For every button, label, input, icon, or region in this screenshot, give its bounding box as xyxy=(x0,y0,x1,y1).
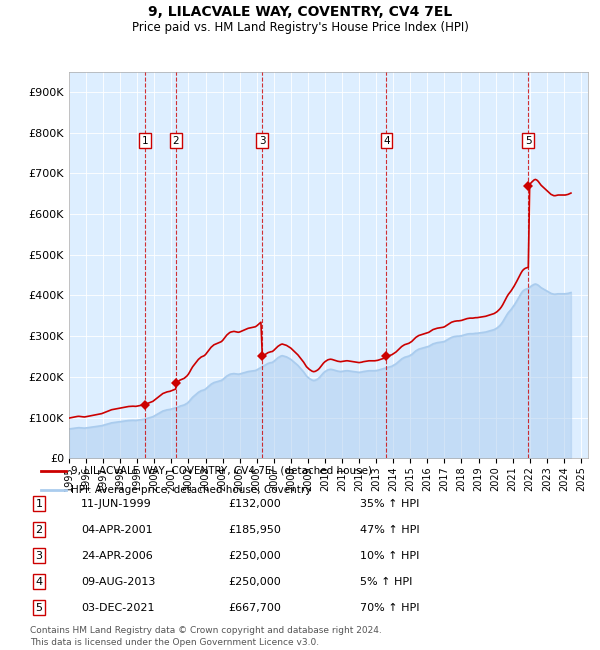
Text: 5: 5 xyxy=(35,603,43,613)
Text: 5% ↑ HPI: 5% ↑ HPI xyxy=(360,577,412,587)
Text: £250,000: £250,000 xyxy=(228,551,281,561)
Text: 1: 1 xyxy=(35,499,43,509)
Text: 35% ↑ HPI: 35% ↑ HPI xyxy=(360,499,419,509)
Text: 09-AUG-2013: 09-AUG-2013 xyxy=(81,577,155,587)
Text: 11-JUN-1999: 11-JUN-1999 xyxy=(81,499,152,509)
Text: 2: 2 xyxy=(172,136,179,146)
Text: HPI: Average price, detached house, Coventry: HPI: Average price, detached house, Cove… xyxy=(71,485,312,495)
Text: 2: 2 xyxy=(35,525,43,535)
Text: 04-APR-2001: 04-APR-2001 xyxy=(81,525,152,535)
Text: 5: 5 xyxy=(525,136,532,146)
Text: 24-APR-2006: 24-APR-2006 xyxy=(81,551,153,561)
Text: 10% ↑ HPI: 10% ↑ HPI xyxy=(360,551,419,561)
Text: 1: 1 xyxy=(142,136,148,146)
Text: 70% ↑ HPI: 70% ↑ HPI xyxy=(360,603,419,613)
Text: 9, LILACVALE WAY, COVENTRY, CV4 7EL: 9, LILACVALE WAY, COVENTRY, CV4 7EL xyxy=(148,5,452,19)
Text: £250,000: £250,000 xyxy=(228,577,281,587)
Text: 9, LILACVALE WAY, COVENTRY, CV4 7EL (detached house): 9, LILACVALE WAY, COVENTRY, CV4 7EL (det… xyxy=(71,466,373,476)
Text: £185,950: £185,950 xyxy=(228,525,281,535)
Text: Price paid vs. HM Land Registry's House Price Index (HPI): Price paid vs. HM Land Registry's House … xyxy=(131,21,469,34)
Text: 4: 4 xyxy=(35,577,43,587)
Text: 03-DEC-2021: 03-DEC-2021 xyxy=(81,603,155,613)
Text: 3: 3 xyxy=(35,551,43,561)
Text: 47% ↑ HPI: 47% ↑ HPI xyxy=(360,525,419,535)
Text: £132,000: £132,000 xyxy=(228,499,281,509)
Text: Contains HM Land Registry data © Crown copyright and database right 2024.
This d: Contains HM Land Registry data © Crown c… xyxy=(30,626,382,647)
Text: 3: 3 xyxy=(259,136,265,146)
Text: 4: 4 xyxy=(383,136,390,146)
Text: £667,700: £667,700 xyxy=(228,603,281,613)
